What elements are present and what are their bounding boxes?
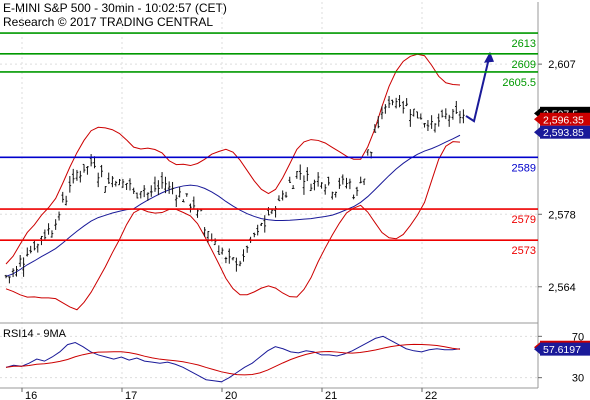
- rsi-tag-pointer: [534, 344, 540, 355]
- price-tag-pointer: [534, 127, 540, 138]
- level-label: 2609: [512, 59, 536, 71]
- projection-arrowhead: [484, 51, 494, 63]
- level-label: 2605.5: [502, 77, 536, 89]
- y-tick-label: 2,578: [548, 209, 576, 221]
- rsi-title: RSI14 - 9MA: [3, 328, 67, 340]
- price-tag-pointer: [534, 114, 540, 125]
- price-candles: [4, 95, 465, 284]
- chart-title: E-MINI S&P 500 - 30min - 10:02:57 (CET): [3, 1, 227, 15]
- rsi-grid: [0, 335, 538, 379]
- rsi-line: [5, 335, 461, 383]
- price-grid: [0, 2, 539, 388]
- price-tag-box: [540, 125, 590, 139]
- support-resistance-levels: 2613 2609 2605.5 2589 2579 2573: [0, 32, 538, 257]
- level-label: 2589: [512, 162, 536, 174]
- level-label: 2613: [512, 38, 536, 50]
- level-label: 2573: [512, 245, 536, 257]
- price-tag-label: 2,596.35: [543, 114, 584, 126]
- bollinger-upper-line: [5, 53, 461, 265]
- bollinger-bands: [5, 51, 494, 311]
- bollinger-lower-line: [5, 141, 461, 311]
- price-tag-label: 2,593.85: [543, 127, 584, 139]
- x-tick-label: 17: [125, 390, 137, 400]
- rsi-axis: 703059.457357.6197: [534, 331, 590, 385]
- level-label: 2579: [512, 214, 536, 226]
- projection-line: [465, 53, 491, 123]
- rsi-tick-label: 70: [572, 331, 584, 343]
- x-tick-label: 16: [25, 390, 37, 400]
- y-tick-label: 2,564: [548, 282, 576, 294]
- price-tag-box: [540, 112, 590, 126]
- rsi-tick-label: 30: [572, 373, 584, 385]
- x-tick-label: 21: [325, 390, 337, 400]
- moving-average-line: [5, 134, 461, 277]
- rsi-ma-line: [5, 343, 461, 376]
- x-tick-label: 22: [425, 390, 437, 400]
- chart-subtitle: Research © 2017 TRADING CENTRAL: [3, 15, 214, 29]
- rsi-tag-label: 57.6197: [543, 344, 581, 356]
- time-axis: 16 17 20 21 22: [0, 387, 538, 400]
- x-tick-label: 20: [225, 390, 237, 400]
- rsi-lines: [5, 335, 461, 383]
- y-tick-label: 2,607: [548, 59, 576, 71]
- rsi-tag-box: [540, 342, 590, 356]
